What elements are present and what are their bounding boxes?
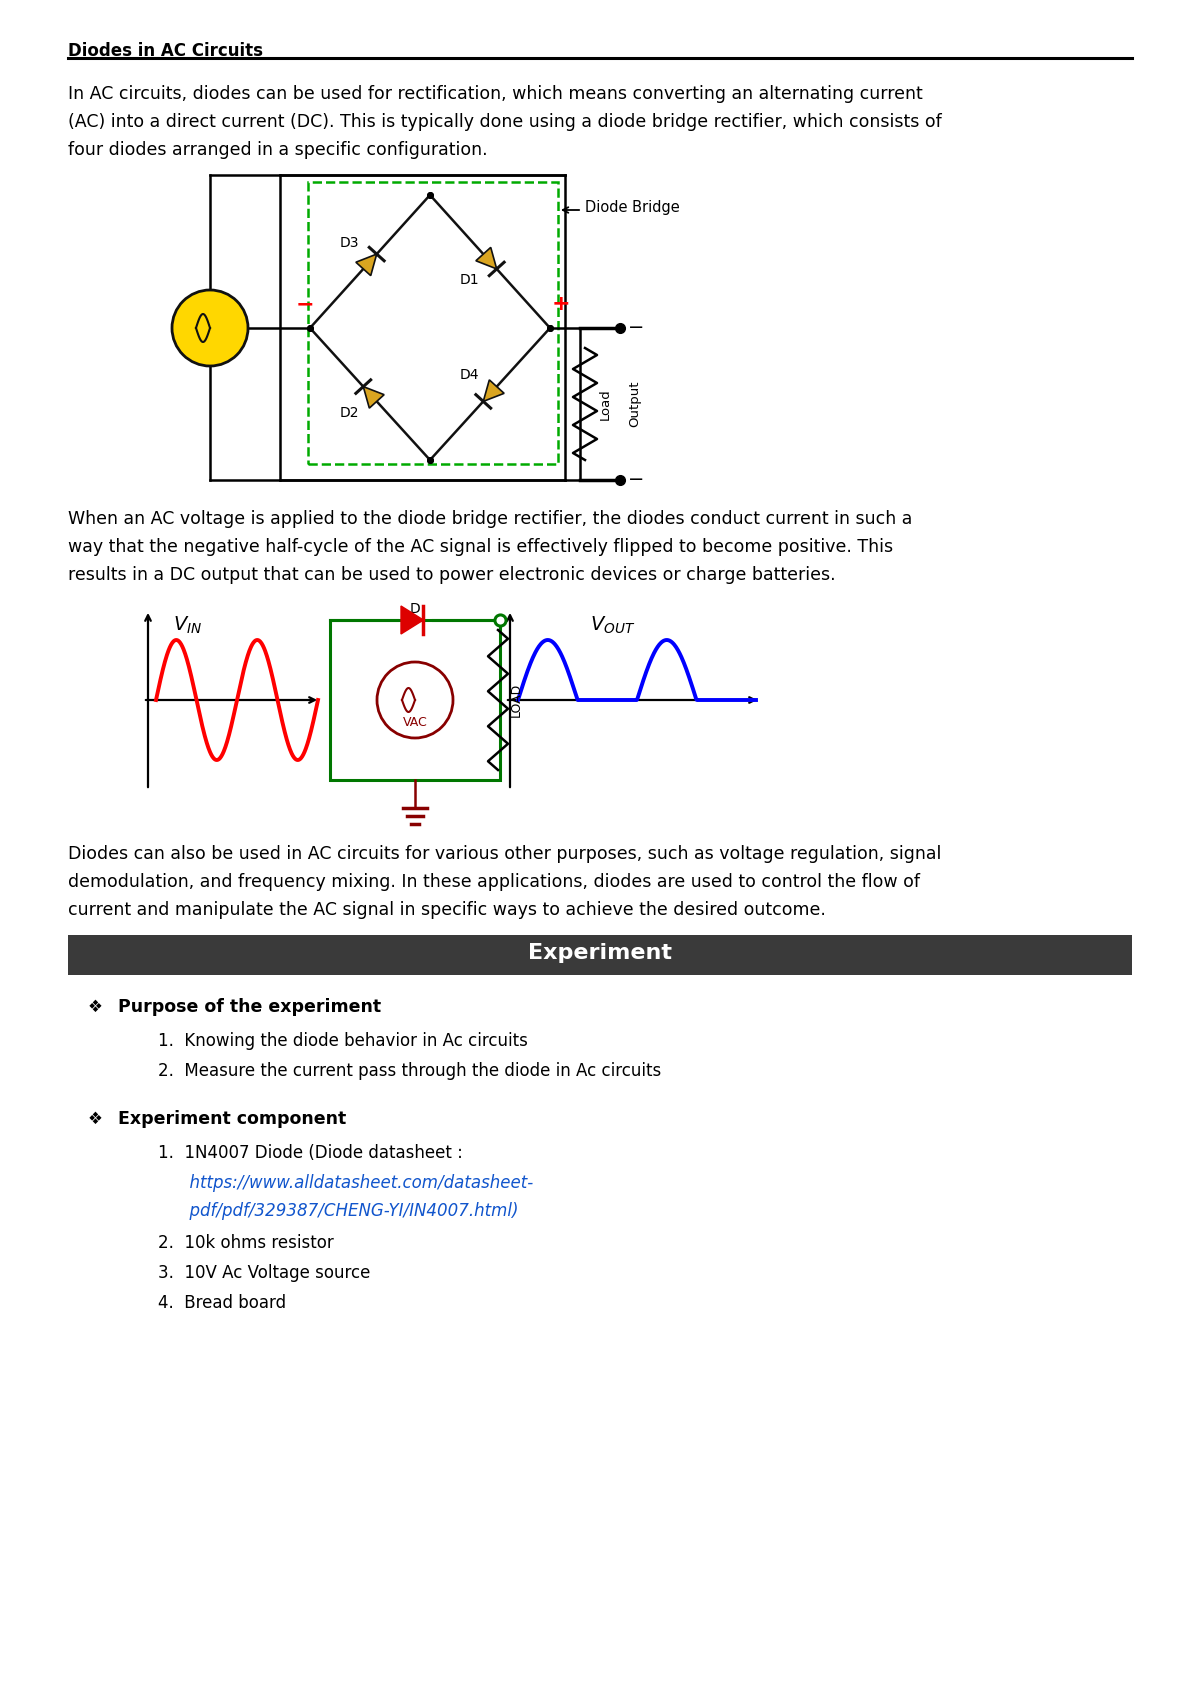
Text: $V_{IN}$: $V_{IN}$ (173, 616, 202, 636)
Circle shape (172, 290, 248, 366)
Text: Purpose of the experiment: Purpose of the experiment (118, 997, 382, 1016)
Polygon shape (401, 605, 424, 634)
Text: current and manipulate the AC signal in specific ways to achieve the desired out: current and manipulate the AC signal in … (68, 901, 826, 919)
Text: https://www.alldatasheet.com/datasheet-: https://www.alldatasheet.com/datasheet- (158, 1174, 533, 1192)
Text: +: + (552, 293, 571, 314)
Text: LOAD: LOAD (510, 683, 522, 717)
Text: 1.  1N4007 Diode (Diode datasheet :: 1. 1N4007 Diode (Diode datasheet : (158, 1145, 468, 1162)
Polygon shape (364, 387, 384, 409)
Bar (330, 621, 500, 780)
Text: ❖: ❖ (88, 1109, 103, 1128)
Text: 3.  10V Ac Voltage source: 3. 10V Ac Voltage source (158, 1264, 371, 1282)
Text: D1: D1 (460, 273, 479, 287)
Polygon shape (356, 254, 377, 276)
Polygon shape (484, 380, 504, 402)
Text: four diodes arranged in a specific configuration.: four diodes arranged in a specific confi… (68, 141, 487, 159)
Text: Diode Bridge: Diode Bridge (586, 200, 679, 215)
Text: 2.  10k ohms resistor: 2. 10k ohms resistor (158, 1235, 334, 1252)
Text: 4.  Bread board: 4. Bread board (158, 1294, 286, 1313)
Text: −: − (296, 293, 314, 314)
Text: way that the negative half-cycle of the AC signal is effectively flipped to beco: way that the negative half-cycle of the … (68, 538, 893, 556)
Text: Diodes can also be used in AC circuits for various other purposes, such as volta: Diodes can also be used in AC circuits f… (68, 845, 941, 863)
Text: D2: D2 (340, 405, 359, 421)
Text: demodulation, and frequency mixing. In these applications, diodes are used to co: demodulation, and frequency mixing. In t… (68, 873, 920, 890)
Text: Experiment component: Experiment component (118, 1109, 347, 1128)
Text: −: − (628, 470, 644, 488)
Text: When an AC voltage is applied to the diode bridge rectifier, the diodes conduct : When an AC voltage is applied to the dio… (68, 510, 912, 527)
Text: Load: Load (599, 388, 612, 421)
Text: Diodes in AC Circuits: Diodes in AC Circuits (68, 42, 263, 59)
Text: D3: D3 (340, 236, 359, 249)
Text: $V_{OUT}$: $V_{OUT}$ (590, 616, 635, 636)
Text: 1.  Knowing the diode behavior in Ac circuits: 1. Knowing the diode behavior in Ac circ… (158, 1031, 528, 1050)
Text: (AC) into a direct current (DC). This is typically done using a diode bridge rec: (AC) into a direct current (DC). This is… (68, 114, 942, 131)
Text: results in a DC output that can be used to power electronic devices or charge ba: results in a DC output that can be used … (68, 566, 835, 583)
Text: pdf/pdf/329387/CHENG-YI/IN4007.html): pdf/pdf/329387/CHENG-YI/IN4007.html) (158, 1202, 518, 1219)
Text: −: − (628, 319, 644, 338)
Polygon shape (476, 248, 497, 270)
Text: 2.  Measure the current pass through the diode in Ac circuits: 2. Measure the current pass through the … (158, 1062, 661, 1080)
Text: Output: Output (629, 380, 642, 427)
Text: D4: D4 (460, 368, 479, 382)
Text: ❖: ❖ (88, 997, 103, 1016)
Text: VAC: VAC (403, 716, 427, 729)
Text: In AC circuits, diodes can be used for rectification, which means converting an : In AC circuits, diodes can be used for r… (68, 85, 923, 103)
Text: D: D (409, 602, 420, 616)
Text: Experiment: Experiment (528, 943, 672, 963)
Bar (308, 181, 558, 465)
FancyBboxPatch shape (68, 934, 1132, 975)
